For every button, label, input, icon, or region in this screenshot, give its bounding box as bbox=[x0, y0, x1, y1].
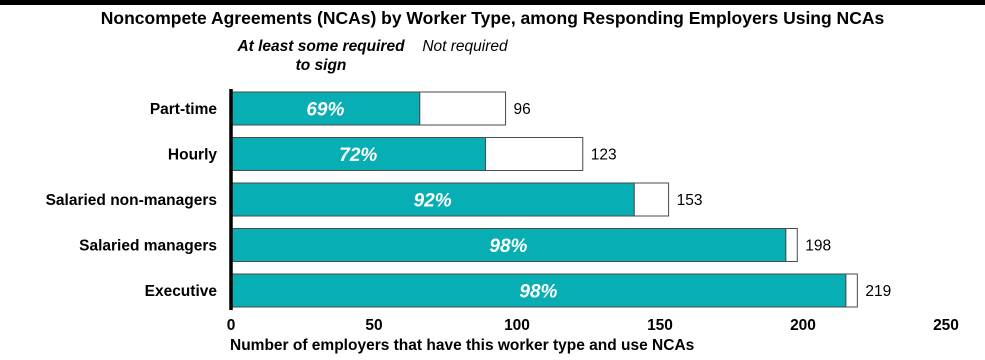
x-tick-label-0: 0 bbox=[227, 317, 236, 334]
percent-label-1: 72% bbox=[339, 145, 377, 166]
percent-label-4: 98% bbox=[519, 282, 557, 303]
legend-required: At least some required to sign bbox=[237, 38, 405, 74]
x-tick-label-5: 250 bbox=[933, 317, 959, 334]
bar-not-required-4 bbox=[845, 273, 858, 308]
x-tick-label-2: 100 bbox=[504, 317, 530, 334]
bar-required-1 bbox=[230, 137, 487, 171]
total-label-2: 153 bbox=[677, 192, 703, 209]
total-label-0: 96 bbox=[514, 101, 531, 118]
title-rule bbox=[0, 0, 985, 5]
percent-label-0: 69% bbox=[306, 100, 344, 121]
category-label-2: Salaried non-managers bbox=[46, 192, 217, 209]
x-axis-label: Number of employers that have this worke… bbox=[230, 337, 695, 354]
bar-not-required-1 bbox=[485, 137, 584, 171]
bar-not-required-0 bbox=[419, 91, 507, 126]
total-label-1: 123 bbox=[591, 147, 617, 164]
x-tick-label-1: 50 bbox=[365, 317, 382, 334]
bar-not-required-2 bbox=[633, 182, 670, 217]
bar-required-2 bbox=[230, 182, 635, 217]
percent-label-3: 98% bbox=[489, 236, 527, 257]
chart-title: Noncompete Agreements (NCAs) by Worker T… bbox=[100, 8, 885, 28]
category-label-1: Hourly bbox=[168, 147, 217, 164]
legend-not-required: Not required bbox=[422, 38, 508, 55]
category-label-3: Salaried managers bbox=[79, 238, 217, 255]
bar-required-4 bbox=[230, 273, 847, 308]
x-tick-label-4: 200 bbox=[790, 317, 816, 334]
x-tick-label-3: 150 bbox=[647, 317, 673, 334]
category-label-4: Executive bbox=[145, 283, 218, 300]
total-label-4: 219 bbox=[865, 283, 891, 300]
bar-chart: Part-time 69% 96 Hourly 72% 123 Salaried non-m… bbox=[46, 89, 959, 334]
total-label-3: 198 bbox=[805, 238, 831, 255]
category-label-0: Part-time bbox=[150, 101, 218, 118]
percent-label-2: 92% bbox=[414, 191, 452, 212]
bar-not-required-3 bbox=[785, 228, 798, 262]
